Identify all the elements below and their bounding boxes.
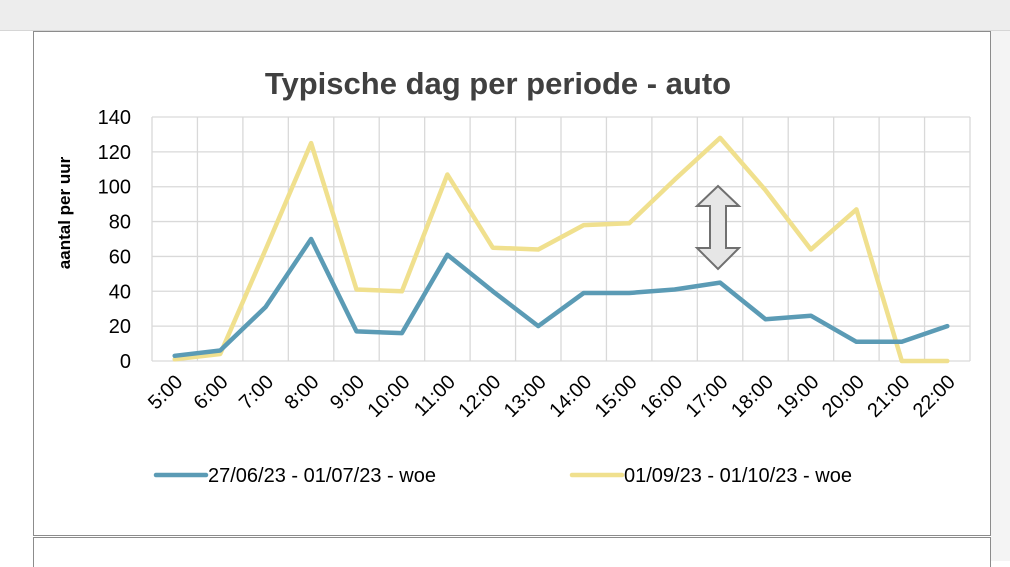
x-tick-label: 17:00 (682, 371, 733, 422)
x-tick-label: 12:00 (454, 371, 505, 422)
x-tick-label: 16:00 (636, 371, 687, 422)
x-tick-label: 15:00 (591, 371, 642, 422)
scroll-gutter (991, 31, 1010, 561)
y-tick-label: 80 (109, 212, 131, 234)
y-tick-labels: 0 20 40 60 80 100 120 140 (98, 107, 131, 373)
y-tick-label: 60 (109, 246, 131, 268)
legend: 27/06/23 - 01/07/23 - woe 01/09/23 - 01/1… (153, 465, 852, 487)
x-tick-label: 18:00 (727, 371, 778, 422)
chart-title: Typische dag per periode - auto (265, 66, 731, 101)
x-tick-label: 21:00 (863, 371, 914, 422)
y-tick-label: 20 (109, 316, 131, 338)
legend-label: 01/09/23 - 01/10/23 - woe (624, 465, 852, 487)
series-line (172, 135, 950, 364)
x-tick-label: 13:00 (500, 371, 551, 422)
x-tick-label: 20:00 (818, 371, 869, 422)
series-lines (172, 135, 950, 364)
y-axis-label: aantal per uur (55, 156, 74, 269)
x-tick-label: 19:00 (773, 371, 824, 422)
y-tick-label: 100 (98, 177, 131, 199)
double-headed-arrow-icon (694, 184, 742, 271)
x-tick-label: 6:00 (190, 371, 233, 414)
series-line (172, 236, 950, 359)
chart-frame (33, 31, 991, 536)
x-tick-label: 7:00 (235, 371, 278, 414)
x-tick-label: 5:00 (144, 371, 187, 414)
y-tick-label: 140 (98, 107, 131, 129)
x-tick-label: 8:00 (281, 371, 324, 414)
x-tick-label: 11:00 (410, 371, 460, 421)
window-top-bar (0, 0, 1010, 31)
y-tick-label: 120 (98, 142, 131, 164)
x-tick-label: 22:00 (909, 371, 960, 422)
y-tick-label: 40 (109, 281, 131, 303)
x-tick-label: 9:00 (326, 371, 369, 414)
x-tick-label: 10:00 (364, 371, 415, 422)
gridlines (151, 116, 971, 362)
x-tick-labels: 5:00 6:00 7:00 8:00 9:0010:0011:0012:0013:00… (144, 371, 960, 422)
y-tick-label: 0 (120, 351, 131, 373)
legend-label: 27/06/23 - 01/07/23 - woe (208, 465, 436, 487)
x-tick-label: 14:00 (545, 371, 596, 422)
